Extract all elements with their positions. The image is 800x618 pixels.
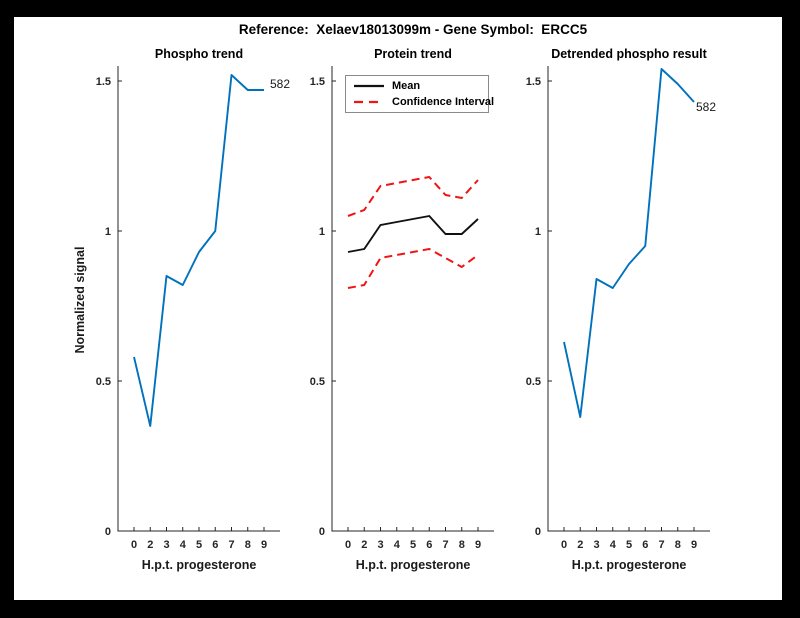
legend-box: Mean Confidence Interval <box>345 75 494 113</box>
subplot2-title: Protein trend <box>374 47 452 61</box>
y-tick-label: 1 <box>535 226 541 238</box>
x-tick-label: 0 <box>131 539 137 551</box>
y-tick-label: 0 <box>319 526 325 538</box>
x-tick-label: 5 <box>410 539 416 551</box>
subplot1-xlabel: H.p.t. progesterone <box>141 558 257 572</box>
x-tick-label: 2 <box>577 539 583 551</box>
subplot-1: 00.511.50 2 3 4 5 6 7 8 9 <box>96 66 280 551</box>
x-tick-label: 6 <box>426 539 432 551</box>
x-tick-label: 6 <box>642 539 648 551</box>
series-line-confidence-interval-upper <box>347 176 479 217</box>
y-tick-label: 1 <box>105 226 111 238</box>
axes-spines <box>547 66 710 532</box>
y-tick-label: 0 <box>535 526 541 538</box>
y-tick-label: 0 <box>105 526 111 538</box>
matlab-figure: Reference: Xelaev18013099m - Gene Symbol… <box>14 17 782 600</box>
series-line-detrended-phospho-signal <box>563 68 695 418</box>
x-tick-label: 8 <box>245 539 251 551</box>
x-tick-label: 9 <box>691 539 697 551</box>
x-tick-label: 3 <box>163 539 169 551</box>
x-tick-label: 4 <box>394 539 401 551</box>
x-tick-label: 5 <box>626 539 632 551</box>
subplot2-xlabel: H.p.t. progesterone <box>355 558 471 572</box>
legend-row-mean: Mean <box>346 78 488 94</box>
series-line-confidence-interval-lower <box>347 248 479 289</box>
x-tick-label: 7 <box>228 539 234 551</box>
x-tick-label: 5 <box>196 539 202 551</box>
x-tick-label: 0 <box>345 539 351 551</box>
x-tick-label: 7 <box>658 539 664 551</box>
y-tick-label: 0.5 <box>310 376 325 388</box>
axes-spines <box>331 66 494 532</box>
x-tick-label: 6 <box>212 539 218 551</box>
y-tick-label: 1 <box>319 226 325 238</box>
x-tick-label: 9 <box>475 539 481 551</box>
subplot1-endpoint-label: 582 <box>270 77 291 91</box>
series-line-mean <box>347 215 479 253</box>
x-tick-label: 8 <box>675 539 681 551</box>
legend-ci-label: Confidence Interval <box>392 96 495 109</box>
x-tick-label: 7 <box>442 539 448 551</box>
x-tick-label: 4 <box>610 539 617 551</box>
x-tick-label: 9 <box>261 539 267 551</box>
subplot3-xlabel: H.p.t. progesterone <box>571 558 687 572</box>
legend-ci-dashed-line-icon <box>354 101 384 104</box>
subplot-3: 00.511.50 2 3 4 5 6 7 8 9 <box>526 66 710 551</box>
subplot1-title: Phospho trend <box>154 47 244 61</box>
x-tick-label: 2 <box>361 539 367 551</box>
subplot3-endpoint-label: 582 <box>696 100 717 114</box>
legend-mean-line-icon <box>354 84 384 87</box>
x-tick-label: 8 <box>459 539 465 551</box>
axes-spines <box>117 66 280 532</box>
x-tick-label: 4 <box>180 539 187 551</box>
figure-title: Reference: Xelaev18013099m - Gene Symbol… <box>238 22 588 37</box>
y-tick-label: 1.5 <box>526 76 541 88</box>
y-tick-label: 0.5 <box>96 376 111 388</box>
subplot-2: 00.511.50 2 3 4 5 6 7 8 9 <box>310 66 494 551</box>
y-tick-label: 1.5 <box>96 76 111 88</box>
x-tick-label: 3 <box>593 539 599 551</box>
subplot3-title: Detrended phospho result <box>551 47 707 61</box>
x-tick-label: 3 <box>377 539 383 551</box>
y-tick-label: 0.5 <box>526 376 541 388</box>
plots-canvas: 00.511.50 2 3 4 5 6 7 8 900.511.50 2 3 4 5 6 7 8 900.511… <box>96 66 710 551</box>
x-tick-label: 0 <box>561 539 567 551</box>
legend-row-ci: Confidence Interval <box>346 94 494 110</box>
y-tick-label: 1.5 <box>310 76 325 88</box>
legend-mean-label: Mean <box>392 79 421 92</box>
x-tick-label: 2 <box>147 539 153 551</box>
series-line-phospho-signal <box>133 74 264 427</box>
